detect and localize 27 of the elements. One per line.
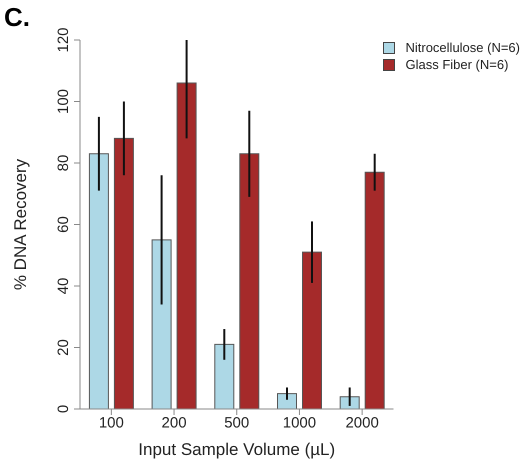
legend-label: Glass Fiber (N=6): [405, 57, 508, 72]
bar: [239, 153, 260, 409]
x-axis-title: Input Sample Volume (µL): [138, 440, 336, 459]
x-tick-label: 200: [162, 414, 187, 432]
bar: [88, 153, 109, 409]
x-tick-label: 1000: [282, 414, 316, 432]
bar: [114, 138, 134, 409]
x-tick-label: 2000: [345, 414, 379, 432]
y-axis-title: % DNA Recovery: [11, 158, 30, 290]
x-tick-label: 500: [224, 414, 250, 432]
bar: [302, 252, 322, 409]
bar: [364, 172, 385, 409]
y-tick-label: 0: [55, 404, 72, 414]
y-tick-label: 80: [55, 154, 72, 172]
legend-label: Nitrocellulose (N=6): [405, 40, 520, 55]
x-tick-label: 100: [98, 414, 124, 432]
chart-title: C.: [4, 2, 30, 33]
y-tick-label: 100: [55, 88, 72, 114]
y-tick-label: 20: [55, 339, 72, 356]
y-tick-label: 120: [55, 27, 72, 53]
bar: [176, 82, 197, 409]
bar: [152, 239, 172, 409]
bar: [214, 344, 234, 409]
bar: [276, 393, 297, 409]
y-tick-label: 60: [55, 216, 72, 233]
bar: [340, 396, 360, 409]
y-tick-label: 40: [55, 278, 72, 294]
